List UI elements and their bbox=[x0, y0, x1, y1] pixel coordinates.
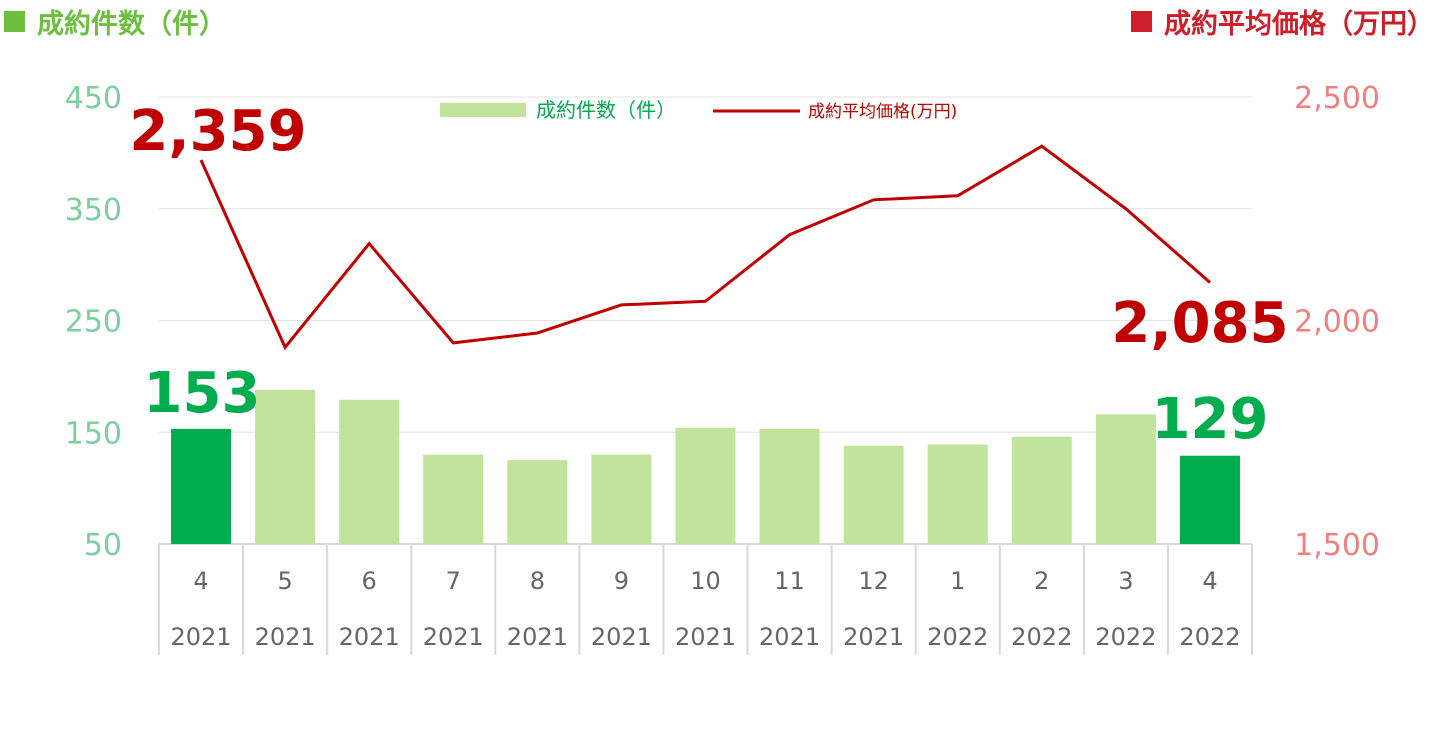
count-bar bbox=[171, 428, 232, 544]
category-year-label: 2021 bbox=[170, 623, 231, 651]
right-axis-tick-label: 2,500 bbox=[1294, 81, 1380, 116]
category-month-label: 12 bbox=[858, 567, 889, 595]
category-month-label: 8 bbox=[530, 567, 545, 595]
left-axis-tick-label: 150 bbox=[65, 416, 122, 451]
category-month-label: 11 bbox=[774, 567, 805, 595]
green-square-icon bbox=[4, 11, 25, 32]
left-axis-tick-label: 450 bbox=[65, 81, 122, 116]
price-annotation-first: 2,359 bbox=[129, 99, 306, 164]
price-annotation-last: 2,085 bbox=[1111, 291, 1288, 356]
count-bar bbox=[675, 427, 736, 544]
left-axis-tick-label: 350 bbox=[65, 193, 122, 228]
left-axis-tick-label: 250 bbox=[65, 305, 122, 340]
count-bar bbox=[1095, 414, 1156, 544]
category-year-label: 2021 bbox=[423, 623, 484, 651]
left-axis-title-text: 成約件数（件） bbox=[37, 9, 226, 40]
right-axis-tick-label: 2,000 bbox=[1294, 305, 1380, 340]
category-month-label: 3 bbox=[1118, 567, 1133, 595]
left-axis-tick-label: 50 bbox=[84, 528, 122, 563]
count-bar bbox=[507, 460, 568, 544]
category-year-label: 2021 bbox=[675, 623, 736, 651]
category-year-label: 2021 bbox=[759, 623, 820, 651]
category-year-label: 2022 bbox=[927, 623, 988, 651]
count-annotation-last: 129 bbox=[1152, 387, 1269, 452]
category-month-label: 10 bbox=[690, 567, 721, 595]
category-month-label: 2 bbox=[1034, 567, 1049, 595]
category-month-label: 4 bbox=[193, 567, 208, 595]
right-axis-title: 成約平均価格（万円） bbox=[1131, 2, 1434, 41]
legend-line-label: 成約平均価格(万円) bbox=[808, 102, 957, 122]
count-bar bbox=[843, 445, 904, 544]
category-year-label: 2021 bbox=[255, 623, 316, 651]
count-bar bbox=[1179, 455, 1240, 544]
category-year-label: 2021 bbox=[591, 623, 652, 651]
right-axis-title-text: 成約平均価格（万円） bbox=[1164, 9, 1434, 40]
legend-bar-label: 成約件数（件） bbox=[536, 98, 676, 122]
category-month-label: 9 bbox=[614, 567, 629, 595]
left-axis-title: 成約件数（件） bbox=[4, 2, 226, 41]
legend-bar-swatch bbox=[440, 103, 526, 117]
price-line bbox=[199, 144, 1211, 351]
category-month-label: 1 bbox=[950, 567, 965, 595]
count-bar bbox=[1011, 436, 1072, 544]
count-bar bbox=[423, 454, 484, 544]
category-year-label: 2022 bbox=[1179, 623, 1240, 651]
category-month-label: 7 bbox=[446, 567, 461, 595]
category-year-label: 2021 bbox=[339, 623, 400, 651]
count-annotation-first: 153 bbox=[144, 361, 261, 426]
count-bar bbox=[339, 399, 400, 544]
red-square-icon bbox=[1131, 11, 1152, 32]
category-year-label: 2021 bbox=[843, 623, 904, 651]
count-bar bbox=[927, 444, 988, 544]
category-year-label: 2022 bbox=[1095, 623, 1156, 651]
count-bar bbox=[255, 389, 316, 544]
count-bar bbox=[759, 428, 820, 544]
category-year-label: 2022 bbox=[1011, 623, 1072, 651]
category-year-label: 2021 bbox=[507, 623, 568, 651]
right-axis-tick-label: 1,500 bbox=[1294, 528, 1380, 563]
category-month-label: 4 bbox=[1202, 567, 1217, 595]
category-month-label: 5 bbox=[277, 567, 292, 595]
count-bar bbox=[591, 454, 652, 544]
category-month-label: 6 bbox=[362, 567, 377, 595]
